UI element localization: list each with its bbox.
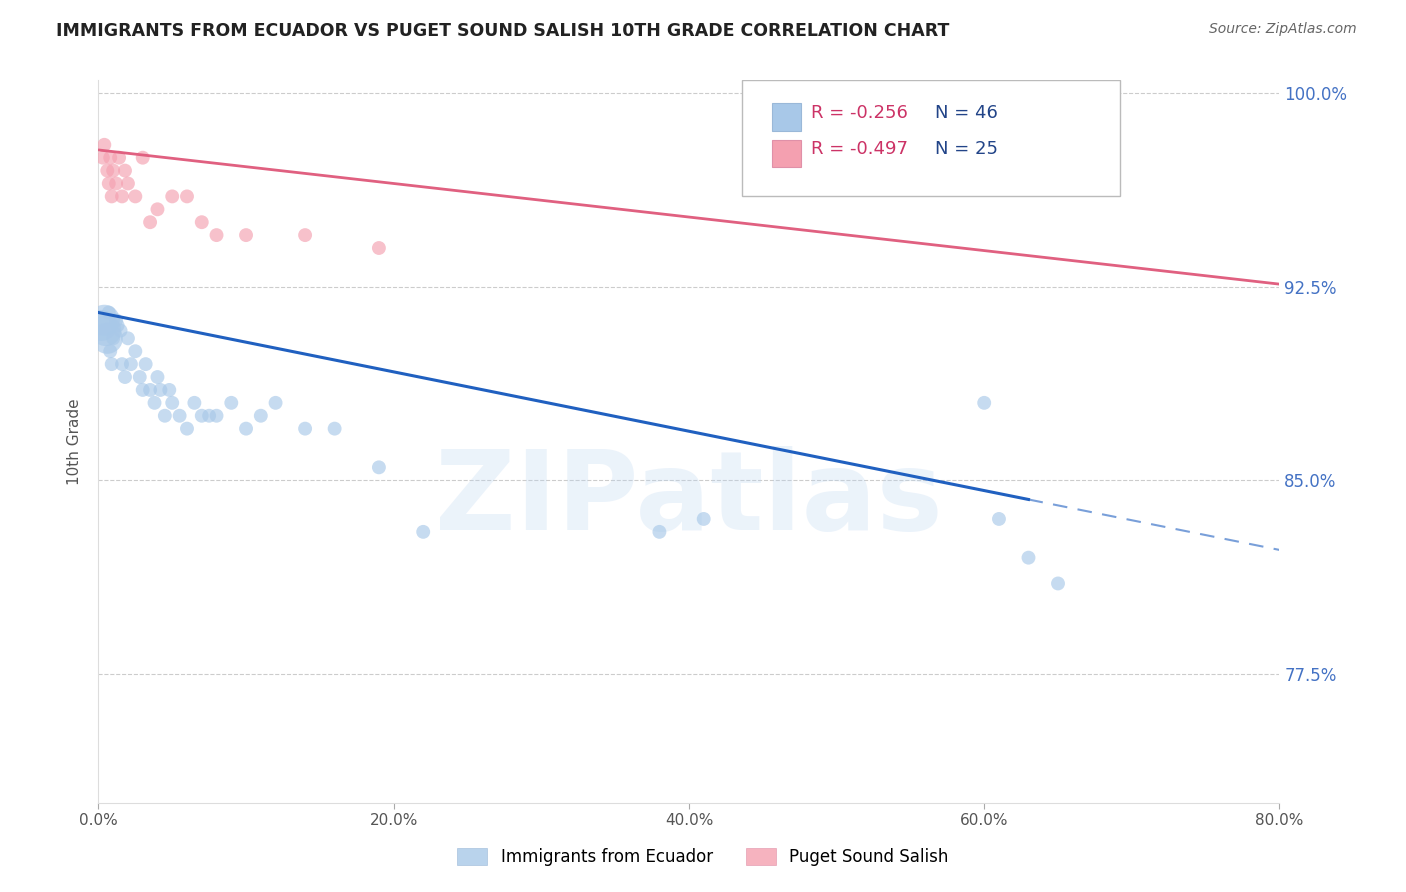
Point	[176, 189, 198, 203]
Point	[103, 163, 125, 178]
FancyBboxPatch shape	[772, 103, 801, 131]
Point	[235, 228, 257, 243]
Point	[90, 318, 112, 333]
Point	[143, 396, 166, 410]
Point	[146, 370, 169, 384]
Point	[368, 460, 391, 475]
Point	[162, 396, 183, 410]
Point	[124, 344, 146, 359]
Point	[221, 396, 243, 410]
Point	[412, 524, 434, 539]
Point	[96, 163, 118, 178]
Point	[120, 357, 142, 371]
Point	[294, 422, 316, 436]
Point	[97, 305, 120, 319]
Point	[368, 241, 391, 255]
Point	[146, 202, 169, 217]
Point	[96, 331, 118, 345]
Point	[169, 409, 191, 423]
Point	[110, 324, 132, 338]
Point	[250, 409, 273, 423]
FancyBboxPatch shape	[742, 80, 1121, 196]
Point	[139, 383, 162, 397]
Point	[183, 396, 205, 410]
Point	[105, 313, 128, 327]
Text: R = -0.497: R = -0.497	[811, 140, 908, 158]
Legend: Immigrants from Ecuador, Puget Sound Salish: Immigrants from Ecuador, Puget Sound Sal…	[449, 840, 957, 875]
Point	[294, 228, 316, 243]
Point	[205, 228, 228, 243]
Point	[988, 512, 1011, 526]
FancyBboxPatch shape	[772, 139, 801, 167]
Point	[107, 318, 129, 333]
Point	[97, 177, 120, 191]
Point	[111, 189, 134, 203]
Point	[1018, 550, 1040, 565]
Point	[98, 151, 121, 165]
Point	[114, 163, 136, 178]
Point	[693, 512, 716, 526]
Point	[108, 151, 131, 165]
Point	[128, 370, 150, 384]
Point	[973, 396, 995, 410]
Point	[100, 189, 122, 203]
Point	[1386, 409, 1406, 423]
Point	[117, 177, 139, 191]
Point	[98, 344, 121, 359]
Point	[153, 409, 176, 423]
Point	[191, 215, 214, 229]
Point	[94, 324, 117, 338]
Text: R = -0.256: R = -0.256	[811, 103, 907, 122]
Point	[1046, 576, 1070, 591]
Point	[205, 409, 228, 423]
Text: N = 25: N = 25	[935, 140, 998, 158]
Point	[648, 524, 671, 539]
Point	[111, 357, 134, 371]
Point	[93, 137, 115, 152]
Y-axis label: 10th Grade: 10th Grade	[67, 398, 83, 485]
Text: Source: ZipAtlas.com: Source: ZipAtlas.com	[1209, 22, 1357, 37]
Point	[176, 422, 198, 436]
Point	[157, 383, 180, 397]
Point	[114, 370, 136, 384]
Point	[117, 331, 139, 345]
Point	[149, 383, 172, 397]
Text: IMMIGRANTS FROM ECUADOR VS PUGET SOUND SALISH 10TH GRADE CORRELATION CHART: IMMIGRANTS FROM ECUADOR VS PUGET SOUND S…	[56, 22, 949, 40]
Point	[105, 177, 128, 191]
Point	[132, 151, 155, 165]
Text: N = 46: N = 46	[935, 103, 997, 122]
Text: ZIPatlas: ZIPatlas	[434, 446, 943, 553]
Point	[139, 215, 162, 229]
Point	[198, 409, 221, 423]
Point	[124, 189, 146, 203]
Point	[235, 422, 257, 436]
Point	[103, 331, 125, 345]
Point	[91, 151, 114, 165]
Point	[93, 313, 115, 327]
Point	[135, 357, 157, 371]
Point	[100, 357, 122, 371]
Point	[132, 383, 155, 397]
Point	[323, 422, 346, 436]
Point	[264, 396, 287, 410]
Point	[162, 189, 183, 203]
Point	[191, 409, 214, 423]
Point	[973, 181, 995, 195]
